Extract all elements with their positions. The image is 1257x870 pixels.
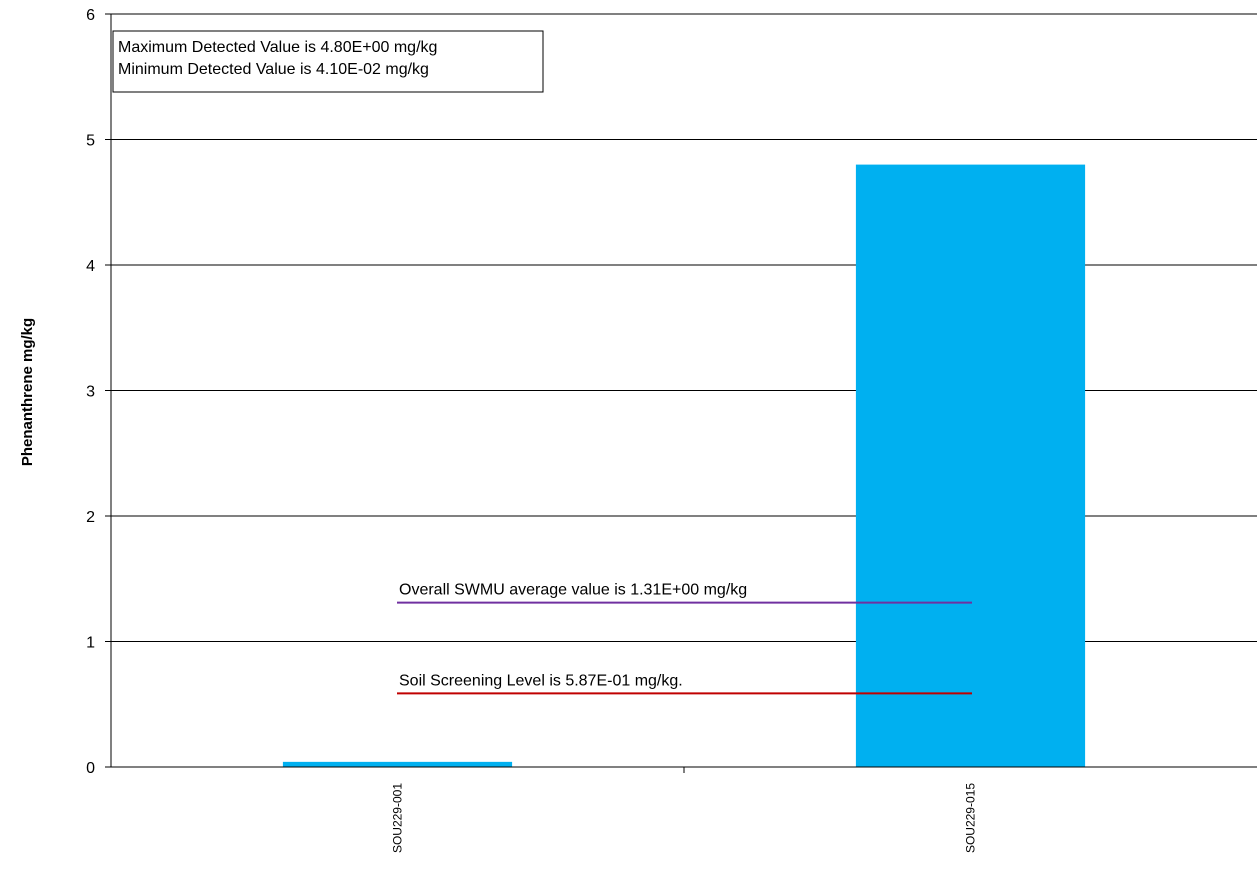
y-tick-label: 2 <box>86 509 95 526</box>
bar-SOU229-015 <box>855 164 1086 768</box>
info-box: Maximum Detected Value is 4.80E+00 mg/kg… <box>112 30 544 93</box>
y-tick-label: 0 <box>86 760 95 777</box>
info-max-text: Maximum Detected Value is 4.80E+00 mg/kg <box>118 39 437 56</box>
reference-lines: Overall SWMU average value is 1.31E+00 m… <box>397 582 972 695</box>
y-tick-label: 5 <box>86 133 95 150</box>
info-box-border <box>112 30 544 93</box>
y-tick-label: 3 <box>86 384 95 401</box>
reference-line-label: Overall SWMU average value is 1.31E+00 m… <box>399 582 747 599</box>
bar-SOU229-001 <box>282 761 513 767</box>
y-axis-label: Phenanthrene mg/kg <box>19 318 36 466</box>
x-tick-label: SOU229-015 <box>964 783 978 853</box>
x-tick-label: SOU229-001 <box>391 783 405 853</box>
x-ticks: SOU229-001 SOU229-015 <box>391 767 978 853</box>
y-tick-label: 4 <box>86 258 95 275</box>
info-min-text: Minimum Detected Value is 4.10E-02 mg/kg <box>118 61 429 78</box>
y-tick-label: 6 <box>86 7 95 24</box>
bars <box>282 164 1086 768</box>
reference-line-label: Soil Screening Level is 5.87E-01 mg/kg. <box>399 672 683 689</box>
y-ticks: 0 1 2 3 4 5 6 <box>86 7 111 777</box>
y-tick-label: 1 <box>86 635 95 652</box>
